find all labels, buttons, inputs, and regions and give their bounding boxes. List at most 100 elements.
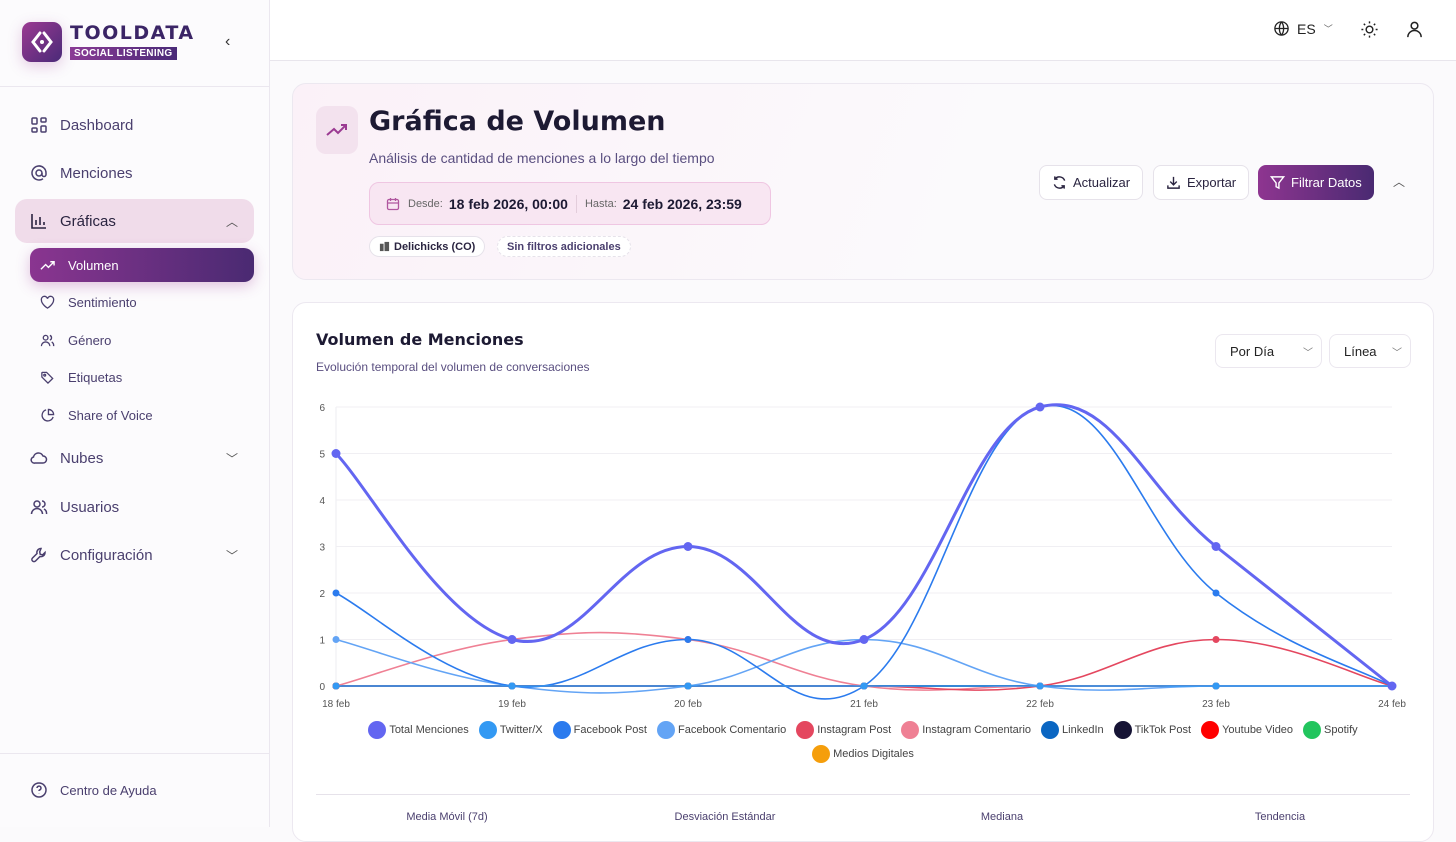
stat-median: Mediana [980, 811, 1024, 823]
legend-label: Total Menciones [389, 724, 469, 736]
legend-item[interactable]: Twitter/X [478, 721, 543, 739]
stat-std-deviation: Desviación Estándar [674, 811, 776, 823]
button-label: Exportar [1187, 175, 1237, 190]
cloud-icon [30, 452, 48, 464]
select-value: Línea [1344, 343, 1377, 359]
language-selector[interactable]: ES ﹀ [1273, 20, 1333, 37]
legend-label: Spotify [1324, 724, 1358, 736]
series-line-facebook-post [335, 404, 1393, 700]
x-tick-label: 23 feb [1202, 699, 1230, 710]
legend-label: LinkedIn [1062, 724, 1104, 736]
download-icon [1167, 176, 1180, 189]
user-icon[interactable] [1405, 20, 1424, 39]
globe-icon [1274, 21, 1289, 36]
to-label: Hasta: [584, 197, 617, 210]
divider [0, 753, 269, 754]
collapse-sidebar-button[interactable]: ‹ [225, 33, 231, 50]
chart-subtitle: Evolución temporal del volumen de conver… [316, 360, 590, 374]
data-point-total-menciones [1211, 542, 1221, 551]
sidebar-subitem-etiquetas[interactable]: Etiquetas [30, 360, 254, 394]
date-range[interactable]: Desde: 18 feb 2026, 00:00 Hasta: 24 feb … [369, 182, 771, 225]
filters-chip: Sin filtros adicionales [497, 236, 631, 257]
chevron-down-icon: ﹀ [225, 451, 238, 466]
data-point-twitter-x [332, 682, 340, 690]
sidebar-item-dashboard[interactable]: Dashboard [15, 103, 254, 147]
brand-subtitle: SOCIAL LISTENING [70, 47, 177, 60]
legend-item[interactable]: Facebook Post [552, 721, 647, 739]
filter-data-button[interactable]: Filtrar Datos [1258, 165, 1374, 200]
sidebar-item-nubes[interactable]: Nubes ﹀ [15, 436, 254, 480]
data-point-total-menciones [507, 635, 517, 644]
legend-item[interactable]: TikTok Post [1113, 721, 1191, 739]
sidebar-subitem-genero[interactable]: Género [30, 323, 254, 357]
help-center-link[interactable]: Centro de Ayuda [15, 768, 254, 812]
chevron-down-icon: ﹀ [225, 548, 238, 563]
legend-item[interactable]: Medios Digitales [812, 745, 914, 763]
legend-label: Facebook Post [573, 724, 647, 736]
legend-swatch [656, 721, 675, 739]
users-icon [30, 500, 48, 515]
legend-swatch [1113, 721, 1132, 739]
brand-title: TOOLDATA [70, 22, 195, 44]
topbar: ES ﹀ [270, 0, 1456, 61]
sidebar-item-configuracion[interactable]: Configuración ﹀ [15, 533, 254, 577]
legend-item[interactable]: LinkedIn [1041, 721, 1104, 739]
chart-legend: Total Menciones Twitter/X Facebook Post Fac… [333, 721, 1393, 763]
sidebar-subitem-share-of-voice[interactable]: Share of Voice [30, 398, 254, 432]
legend-item[interactable]: Instagram Post [796, 721, 891, 739]
bar-chart-icon [31, 214, 46, 229]
sidebar-item-graficas[interactable]: Gráficas ︿ [15, 199, 254, 243]
export-button[interactable]: Exportar [1153, 165, 1250, 200]
y-tick-label: 1 [319, 636, 325, 647]
filter-icon [1270, 176, 1285, 190]
data-point-facebook-post [332, 589, 340, 597]
collapse-header-button[interactable]: ︿ [1393, 175, 1406, 189]
sidebar-subitem-label: Género [68, 332, 112, 348]
legend-item[interactable]: Spotify [1303, 721, 1358, 739]
sidebar-subitem-label: Share of Voice [68, 407, 153, 423]
sidebar-subitem-volumen[interactable]: Volumen [30, 248, 254, 282]
legend-swatch [796, 721, 815, 739]
logo[interactable]: TOOLDATA SOCIAL LISTENING [22, 22, 195, 62]
calendar-icon [386, 197, 400, 210]
y-tick-label: 5 [319, 450, 325, 461]
sidebar-item-label: Gráficas [60, 212, 116, 230]
sidebar-item-usuarios[interactable]: Usuarios [15, 485, 254, 529]
sidebar-item-label: Usuarios [60, 498, 120, 516]
legend-swatch [901, 721, 920, 739]
wrench-icon [31, 547, 46, 563]
sidebar-subitem-sentimiento[interactable]: Sentimiento [30, 285, 254, 319]
users-icon [40, 334, 55, 346]
legend-item[interactable]: Total Menciones [368, 721, 469, 739]
data-point-twitter-x [508, 682, 516, 690]
page-header-card: Gráfica de Volumen Análisis de cantidad … [292, 83, 1434, 280]
data-point-instagram-post [1212, 636, 1220, 643]
legend-label: Instagram Comentario [922, 724, 1032, 736]
data-point-facebook-post [1212, 589, 1220, 597]
legend-label: Youtube Video [1222, 724, 1294, 736]
divider [0, 86, 269, 87]
data-point-total-menciones [1035, 402, 1045, 412]
data-point-total-menciones [1387, 681, 1397, 691]
legend-item[interactable]: Youtube Video [1201, 721, 1293, 739]
refresh-button[interactable]: Actualizar [1039, 165, 1144, 200]
data-point-twitter-x [860, 682, 868, 690]
legend-label: Facebook Comentario [677, 724, 787, 736]
help-center-label: Centro de Ayuda [60, 782, 157, 798]
legend-swatch [368, 721, 387, 739]
legend-label: Instagram Post [817, 724, 892, 736]
x-tick-label: 20 feb [674, 699, 702, 710]
data-point-twitter-x [1212, 682, 1220, 690]
legend-item[interactable]: Instagram Comentario [901, 721, 1031, 739]
dashboard-icon [31, 117, 47, 133]
chart-type-select[interactable]: Línea ﹀ [1329, 334, 1411, 368]
legend-item[interactable]: Facebook Comentario [656, 721, 787, 739]
from-value: 18 feb 2026, 00:00 [448, 195, 568, 212]
y-tick-label: 6 [319, 403, 325, 414]
period-select[interactable]: Por Día ﹀ [1215, 334, 1322, 368]
legend-label: Medios Digitales [833, 748, 914, 760]
chip-label: Delichicks (CO) [394, 240, 476, 253]
sun-icon[interactable] [1360, 20, 1379, 39]
sidebar-item-menciones[interactable]: Menciones [15, 151, 254, 195]
language-label: ES [1297, 20, 1316, 37]
